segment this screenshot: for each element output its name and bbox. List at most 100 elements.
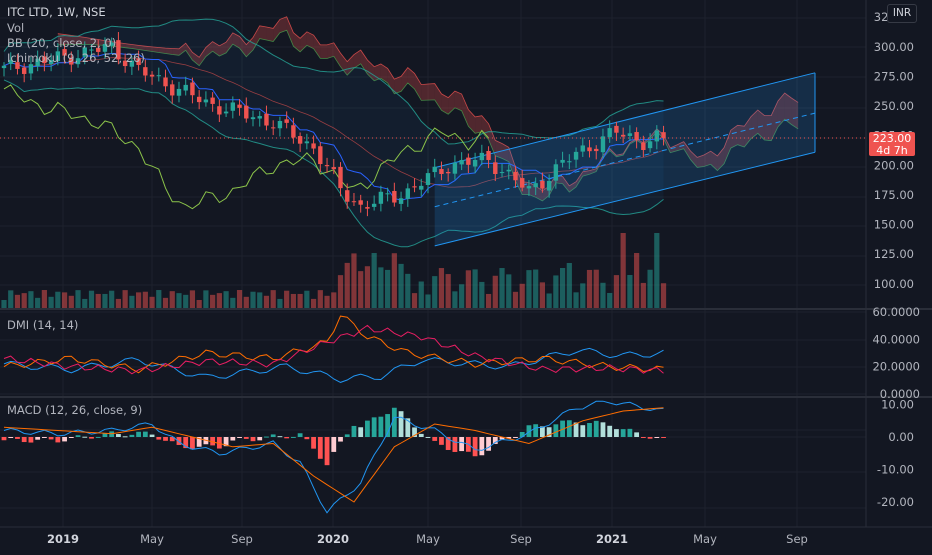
conversion-line [3, 53, 664, 201]
macd-histogram-bar [580, 425, 586, 437]
cloud-segment [394, 76, 402, 94]
macd-histogram-bar [35, 437, 41, 440]
candle-body [217, 106, 222, 115]
macd-histogram-bar [8, 437, 14, 438]
cloud-segment [152, 46, 159, 53]
volume-bar [465, 270, 471, 308]
volume-bar [122, 290, 128, 308]
volume-bar [580, 283, 586, 308]
volume-bar [506, 274, 512, 308]
candle-body [203, 99, 209, 103]
cloud-segment [145, 46, 153, 52]
macd-histogram-bar [163, 437, 168, 441]
candle-body [580, 145, 585, 152]
macd-histogram-bar [405, 418, 411, 437]
volume-bar [236, 290, 243, 308]
candle-body [499, 172, 505, 174]
candle-body [96, 47, 101, 52]
cloud-segment [730, 125, 738, 149]
volume-bar [149, 296, 155, 308]
currency-badge[interactable]: INR [887, 4, 917, 23]
cloud-segment [84, 37, 92, 45]
candle-body [75, 58, 81, 65]
candle-body [42, 56, 47, 64]
volume-bar [411, 293, 418, 308]
macd-histogram-bar [116, 434, 121, 437]
macd-histogram-bar [647, 437, 653, 439]
price-tick-label: 125.00 [874, 247, 914, 261]
volume-bar [378, 267, 384, 308]
time-tick-label: 2021 [596, 532, 628, 546]
candle-body [654, 130, 660, 142]
volume-bar [627, 275, 633, 308]
cloud-segment [724, 130, 731, 164]
cloud-segment [757, 109, 765, 140]
volume-bar [573, 292, 579, 308]
candle-body [459, 159, 464, 165]
volume-bar [55, 291, 61, 308]
macd-histogram-bar [391, 407, 397, 437]
candle-body [89, 49, 94, 51]
cloud-segment [582, 170, 590, 177]
cloud-segment [219, 42, 227, 56]
volume-bar [533, 269, 539, 308]
volume-bar [156, 290, 162, 308]
candle-body [122, 60, 128, 67]
ichimoku-legend: Ichimoku (9, 26, 52, 26) [7, 51, 145, 65]
cloud-segment [475, 115, 482, 134]
volume-bar [297, 293, 303, 308]
cloud-segment [454, 91, 462, 111]
volume-bar [290, 293, 296, 308]
candle-body [129, 60, 135, 67]
candle-body [210, 97, 215, 104]
macd-histogram-bar [418, 433, 424, 437]
cloud-segment [91, 38, 99, 46]
candle-body [250, 117, 256, 120]
macd-histogram-bar [506, 437, 512, 439]
macd-histogram-bar [1, 437, 7, 441]
macd-histogram-bar [15, 437, 20, 439]
candle-body [412, 186, 417, 188]
volume-bar [485, 293, 492, 308]
macd-histogram-bar [270, 434, 276, 437]
macd-histogram-bar [540, 426, 545, 437]
adx-line [3, 324, 664, 375]
cloud-segment [347, 54, 354, 76]
cloud-segment [414, 73, 422, 101]
time-tick-label: May [416, 532, 440, 546]
candle-body [540, 180, 545, 189]
volume-bar [61, 292, 68, 308]
cloud-segment [138, 45, 146, 51]
macd-histogram-bar [398, 411, 404, 437]
candle-body [297, 136, 303, 144]
macd-histogram-bar [614, 429, 619, 437]
volume-bar [102, 293, 108, 308]
macd-histogram-bar [593, 420, 599, 437]
cloud-segment [562, 176, 570, 193]
candle-body [277, 120, 283, 129]
cloud-segment [495, 140, 503, 159]
macd-histogram-bar [620, 429, 626, 437]
candle-body [398, 198, 404, 204]
volume-bar [385, 269, 391, 308]
candle-body [520, 178, 525, 188]
macd-histogram-bar [156, 437, 162, 440]
lead-line-a [57, 29, 799, 202]
macd-histogram-bar [607, 425, 613, 437]
macd-tick-label: -10.00 [877, 463, 914, 477]
macd-histogram-bar [264, 436, 269, 438]
cloud-segment [199, 47, 206, 66]
volume-bar [223, 291, 229, 308]
macd-histogram-bar [499, 437, 505, 440]
candles [1, 32, 666, 217]
macd-tick-label: -20.00 [877, 495, 914, 509]
volume-bar [492, 275, 498, 308]
macd-histogram-bar [250, 437, 256, 442]
volume-bar [82, 298, 88, 308]
candle-body [486, 151, 491, 160]
volume-bar [277, 298, 283, 308]
volume-bar [425, 294, 431, 308]
macd-histogram-bar [48, 437, 54, 440]
